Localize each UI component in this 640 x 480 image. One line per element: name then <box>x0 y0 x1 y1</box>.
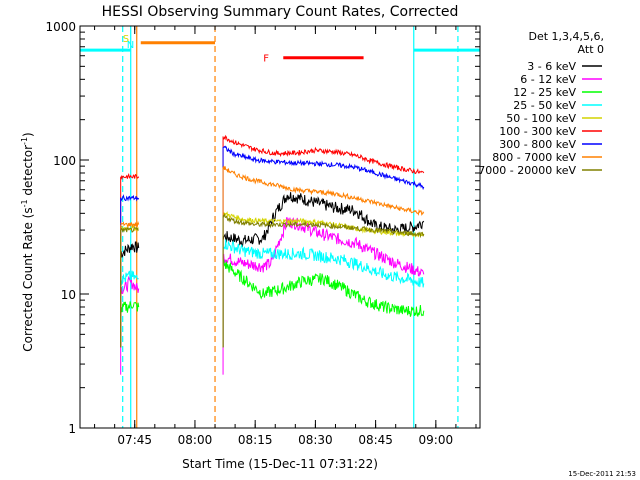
y-tick-label: 1 <box>68 422 76 436</box>
legend-label: 6 - 12 keV <box>520 73 576 86</box>
x-tick-label: 08:30 <box>298 433 333 447</box>
series-segment <box>222 259 425 317</box>
chart-title: HESSI Observing Summary Count Rates, Cor… <box>102 4 459 20</box>
plot-frame <box>79 25 481 429</box>
series-segment <box>120 194 140 202</box>
y-label-mid: detector <box>21 145 35 200</box>
series-segment <box>120 275 140 295</box>
y-label-end: ) <box>21 132 35 137</box>
series-segment <box>120 226 139 233</box>
legend-label: 7000 - 20000 keV <box>478 164 576 177</box>
x-tick-label: 08:15 <box>238 433 273 447</box>
legend-label: 800 - 7000 keV <box>492 151 576 164</box>
svg-text:Corrected Count Rate (s-1 dete: Corrected Count Rate (s-1 detector-1) <box>20 132 35 351</box>
series-segment <box>222 165 425 216</box>
series-segment <box>222 239 425 288</box>
y-tick-label: 1000 <box>45 20 76 34</box>
y-label-sup2: -1 <box>20 137 29 145</box>
series-segment <box>222 211 425 238</box>
x-axis-label: Start Time (15-Dec-11 07:31:22) <box>182 457 378 471</box>
x-tick-label: 08:00 <box>178 433 213 447</box>
series-segment <box>222 213 425 239</box>
series-100-300-kev <box>120 134 425 348</box>
annotation-n: N <box>127 40 134 51</box>
y-axis-label: Corrected Count Rate (s-1 detector-1) <box>20 132 35 351</box>
series-300-800-kev <box>120 145 425 348</box>
series-segment <box>120 220 140 229</box>
series-segment <box>120 241 140 258</box>
series-segment <box>222 192 425 248</box>
legend-label: 300 - 800 keV <box>499 138 576 151</box>
legend-label: 50 - 100 keV <box>506 112 576 125</box>
x-tick-label: 07:45 <box>117 433 152 447</box>
x-tick-label: 09:00 <box>419 433 454 447</box>
timestamp: 15-Dec-2011 21:53 <box>568 470 636 478</box>
plot-area: SN F <box>80 26 480 428</box>
annotation-f: F <box>263 54 269 65</box>
y-label-main: Corrected Count Rate (s <box>21 207 35 351</box>
axes: 1 10 100 1000 07:45 08:00 08:15 08:30 08:45 09:00 <box>45 20 481 447</box>
legend-header-1: Det 1,3,4,5,6, <box>528 30 604 43</box>
y-tick-label: 10 <box>61 288 76 302</box>
x-tick-label: 08:45 <box>358 433 393 447</box>
series-segment <box>120 224 139 233</box>
y-label-sup1: -1 <box>20 199 29 207</box>
annotation-s: S <box>123 34 129 45</box>
legend-label: 3 - 6 keV <box>527 60 576 73</box>
series-3-6-kev <box>120 192 425 348</box>
legend-label: 25 - 50 keV <box>513 99 576 112</box>
series-segment <box>120 173 140 181</box>
series-segment <box>120 301 140 316</box>
legend-label: 12 - 25 keV <box>513 86 576 99</box>
series-segment <box>223 145 425 191</box>
legend-header-2: Att 0 <box>578 43 604 56</box>
series-segment <box>223 216 425 277</box>
series-segment <box>222 134 425 175</box>
series-50-100-kev <box>120 211 425 348</box>
y-tick-label: 100 <box>53 154 76 168</box>
legend-label: 100 - 300 keV <box>499 125 576 138</box>
series-7000-20000-kev <box>120 213 425 348</box>
series-segment <box>120 270 139 286</box>
